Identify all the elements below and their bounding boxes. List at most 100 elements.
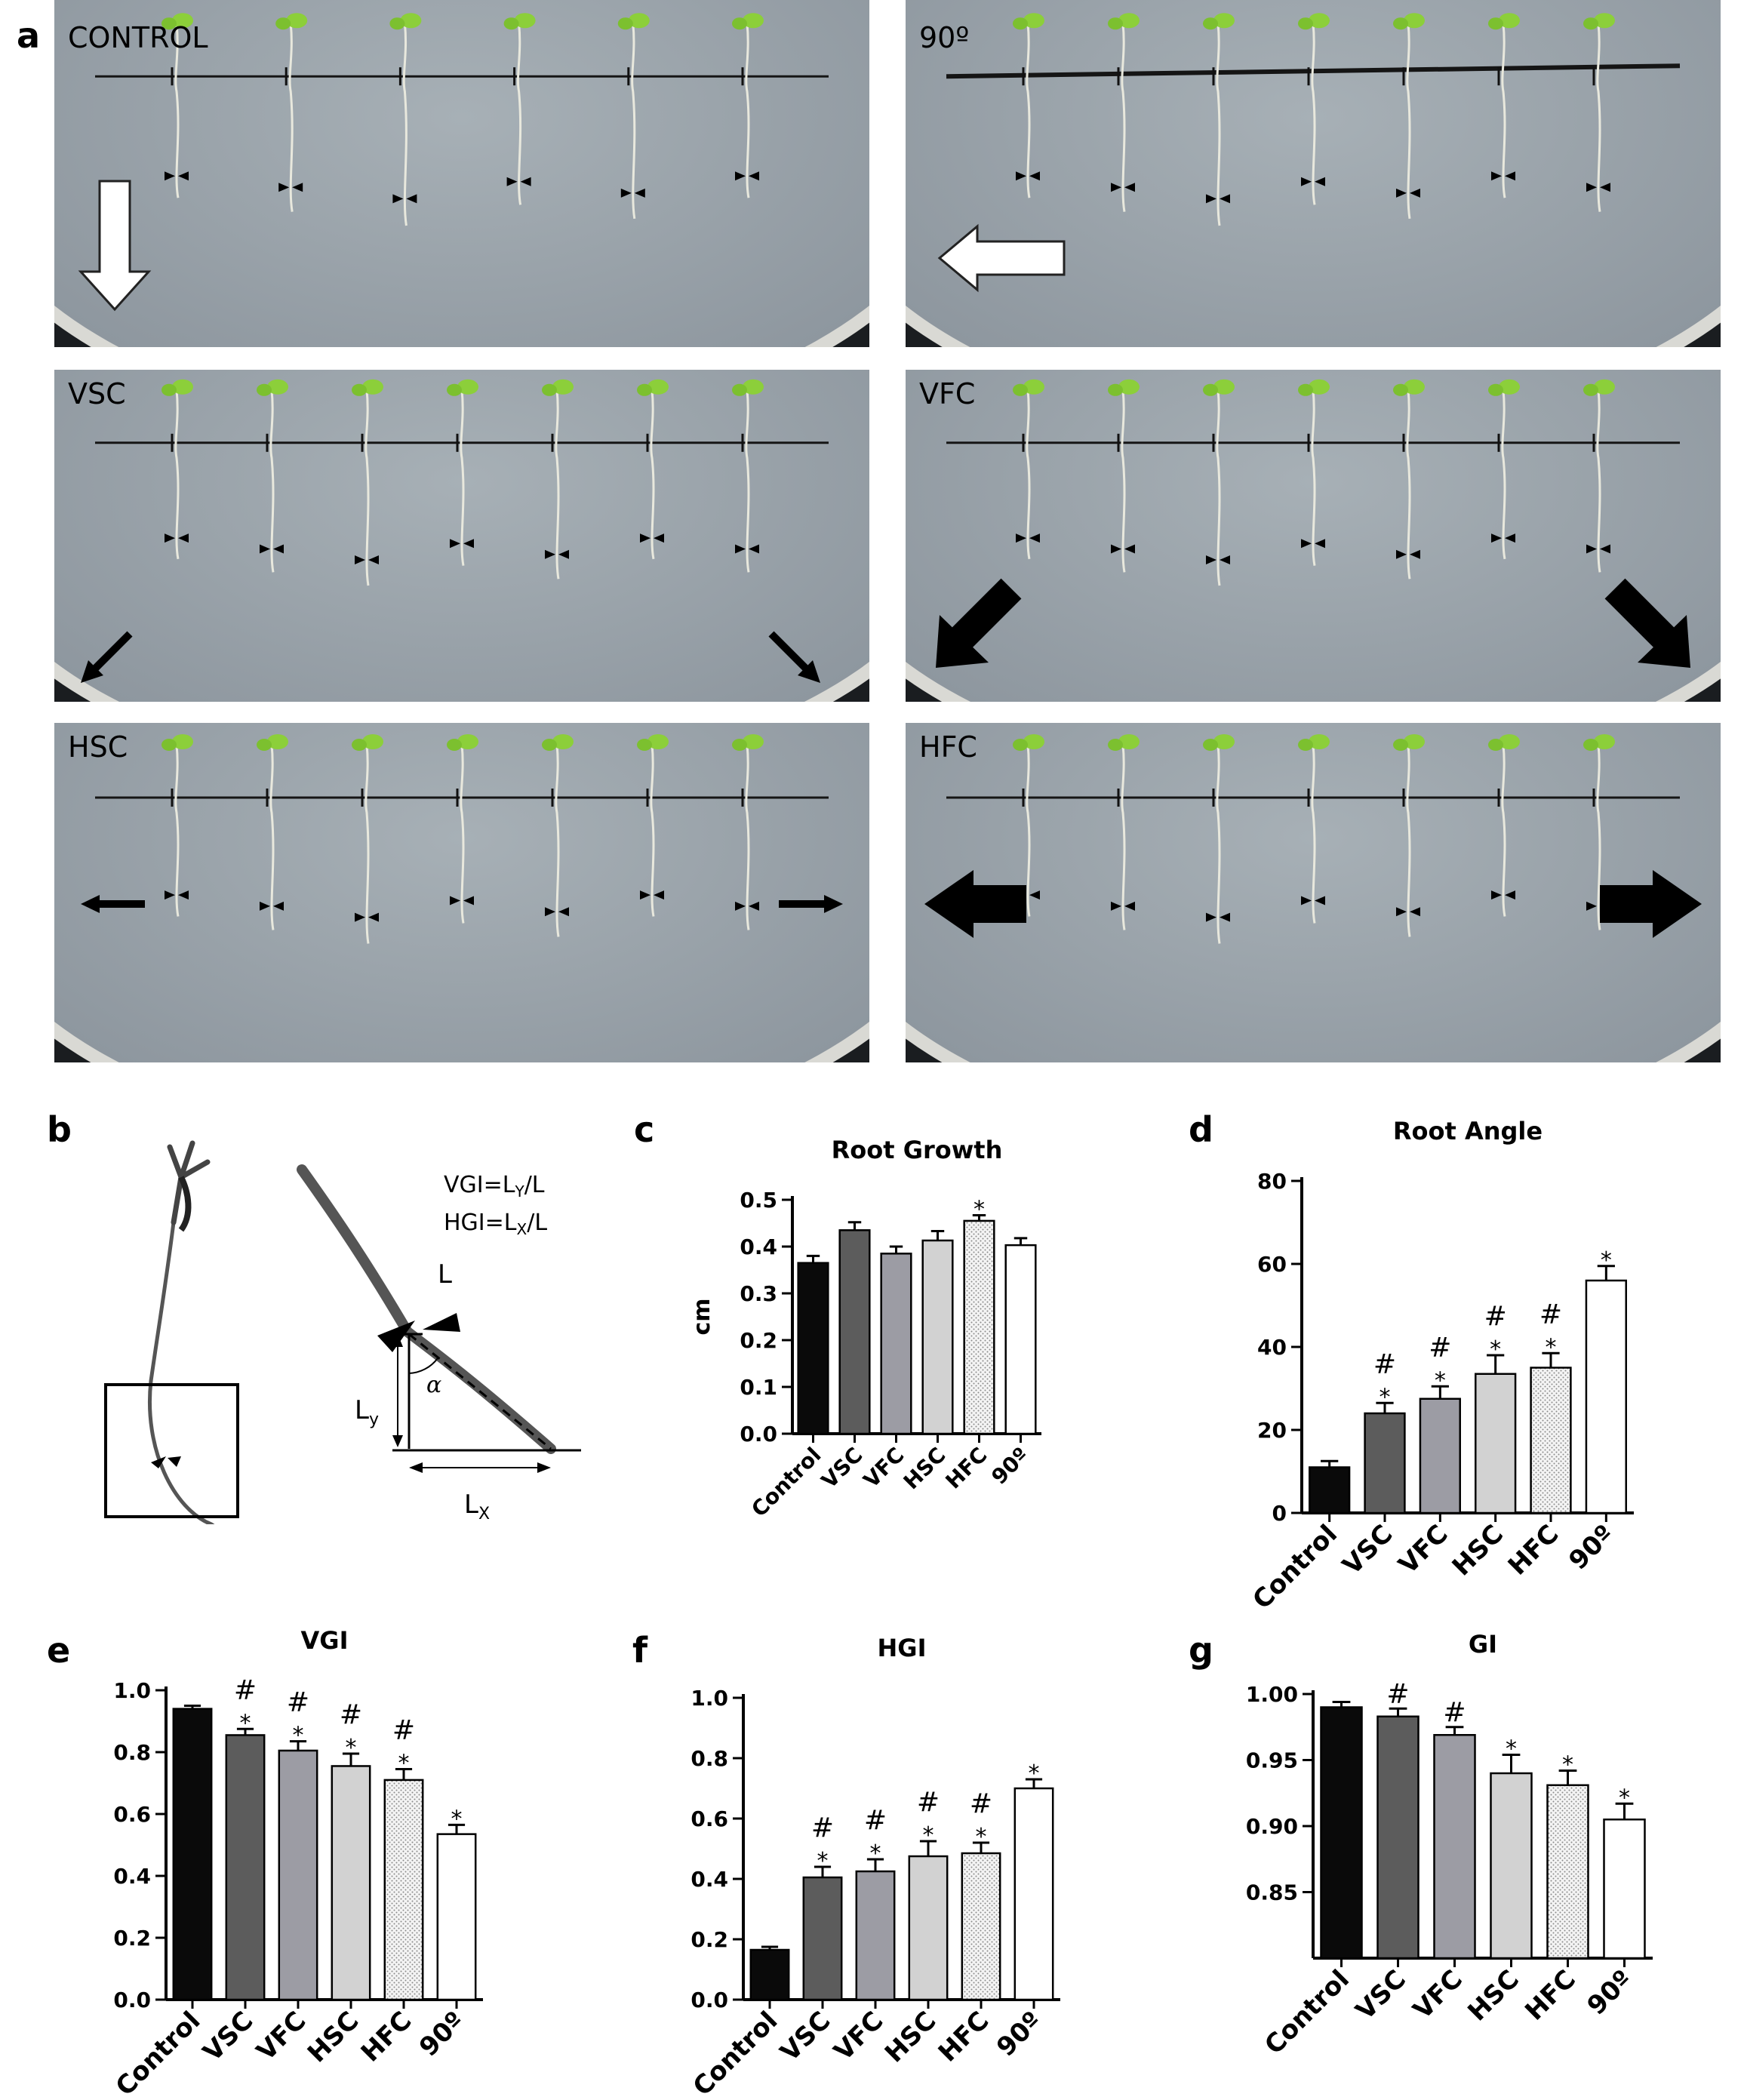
- bar: [797, 1262, 829, 1435]
- significance-hash: #: [392, 1715, 415, 1746]
- panel-letter-e: e: [47, 1630, 71, 1671]
- plate-label: 90º: [919, 21, 970, 54]
- seedling: [732, 379, 764, 573]
- x-tick-label: VFC: [251, 2006, 312, 2067]
- x-tick-label: VSC: [1350, 1964, 1412, 2026]
- seedling: [1583, 13, 1615, 212]
- bar: [1376, 1715, 1419, 1960]
- plate-image: [54, 723, 869, 1062]
- plate-label: VFC: [919, 377, 976, 410]
- force-direction-arrow-icon: [924, 870, 1702, 938]
- plate-photo-control: [54, 0, 869, 347]
- x-tick-label: HSC: [1462, 1964, 1524, 2027]
- seedling: [352, 379, 383, 586]
- y-tick-label: 60: [1257, 1252, 1287, 1277]
- bar: [1320, 1706, 1363, 1960]
- seedling: [1203, 379, 1235, 586]
- panel-letter-c: c: [634, 1109, 655, 1150]
- y-tick-label: 0.8: [691, 1746, 728, 1771]
- seedling: [352, 734, 383, 944]
- chart-e: VGI 0.0 0.2 0.4 0.6 0.8 1.0 Control # * VSC # * VFC # *…: [60, 1626, 589, 2100]
- significance-star: *: [398, 1751, 410, 1777]
- y-tick-label: 0.5: [740, 1188, 777, 1213]
- significance-hash: #: [340, 1699, 362, 1730]
- y-tick-label: 0.0: [691, 1988, 728, 2012]
- significance-hash: #: [1539, 1299, 1562, 1330]
- significance-star: *: [1506, 1736, 1517, 1763]
- x-tick-label: VFC: [1407, 1964, 1469, 2025]
- plate-photo-vfc: [906, 370, 1721, 702]
- y-tick-label: 0.90: [1246, 1814, 1298, 1839]
- plate-label: HFC: [919, 730, 977, 764]
- x-tick-label: HFC: [355, 2006, 417, 2068]
- bar: [802, 1876, 843, 2001]
- significance-star: *: [976, 1824, 987, 1850]
- plate-photo-90: [906, 0, 1721, 347]
- x-tick-label: 90º: [414, 2006, 470, 2062]
- bar: [225, 1734, 266, 2001]
- x-tick-label: VFC: [859, 1443, 909, 1493]
- plate-image: [906, 370, 1721, 702]
- x-tick-label: VFC: [828, 2006, 889, 2067]
- panel-letter-b: b: [47, 1109, 72, 1150]
- seedling: [161, 13, 193, 198]
- seedling: [732, 13, 764, 198]
- significance-hash: #: [970, 1788, 992, 1819]
- seedling: [1108, 379, 1140, 573]
- seedling: [1583, 379, 1615, 573]
- seedling: [1203, 734, 1235, 944]
- chart-title: HGI: [878, 1634, 927, 1662]
- magnified-root: [297, 1164, 581, 1473]
- seedling: [1298, 13, 1330, 205]
- significance-hash: #: [811, 1813, 834, 1843]
- bar: [838, 1229, 871, 1435]
- x-tick-label: Control: [110, 2006, 207, 2100]
- seedling: [1108, 734, 1140, 930]
- bar: [331, 1765, 371, 2001]
- x-tick-label: VSC: [817, 1443, 867, 1493]
- x-tick-label: VSC: [198, 2006, 260, 2068]
- bar: [1364, 1412, 1406, 1514]
- bar: [278, 1749, 318, 2001]
- significance-star: *: [1601, 1247, 1612, 1274]
- x-tick-label: 90º: [1582, 1964, 1638, 2021]
- plate-photo-hsc: [54, 723, 869, 1062]
- x-tick-label: Control: [687, 2006, 784, 2100]
- seedling: [1108, 13, 1140, 212]
- seedling: [1393, 734, 1425, 937]
- x-tick-label: HSC: [302, 2006, 364, 2068]
- seedling: [637, 379, 669, 560]
- seedling: [637, 734, 669, 917]
- significance-hash: #: [234, 1674, 257, 1705]
- x-tick-label: VSC: [1337, 1519, 1399, 1581]
- y-tick-label: 0.0: [113, 1988, 151, 2012]
- bar: [1546, 1784, 1589, 1960]
- bar: [963, 1219, 995, 1435]
- formula-hgi: HGI=LX/L: [444, 1210, 547, 1238]
- significance-hash: #: [1484, 1301, 1507, 1332]
- seedling: [1393, 13, 1425, 220]
- significance-hash: #: [1373, 1348, 1396, 1379]
- y-tick-label: 1.00: [1246, 1682, 1298, 1707]
- bar: [1004, 1244, 1037, 1435]
- seedling: [503, 13, 536, 205]
- seedling: [542, 379, 574, 580]
- significance-star: *: [346, 1735, 357, 1761]
- bar: [1585, 1279, 1627, 1514]
- x-tick-label: HFC: [1503, 1519, 1564, 1581]
- seedling: [257, 379, 288, 573]
- chart-g: GI 0.85 0.90 0.95 1.00 Control # VSC # VFC * HSC * HF…: [1192, 1626, 1721, 2100]
- x-tick-label: 90º: [1563, 1519, 1619, 1576]
- bar: [749, 1948, 790, 2001]
- significance-star: *: [1562, 1752, 1573, 1779]
- y-tick-label: 40: [1257, 1335, 1287, 1360]
- force-direction-arrow-icon: [78, 180, 152, 312]
- chart-f: HGI 0.0 0.2 0.4 0.6 0.8 1.0 Control # * VSC # * VFC # *…: [649, 1626, 1132, 2100]
- force-direction-arrow-icon: [81, 631, 820, 683]
- plate-image: [54, 0, 869, 347]
- bar: [880, 1253, 912, 1435]
- y-tick-label: 0.4: [113, 1864, 151, 1889]
- chart-title: VGI: [301, 1626, 349, 1655]
- y-tick-label: 0.4: [740, 1234, 777, 1259]
- plate-image: [906, 723, 1721, 1062]
